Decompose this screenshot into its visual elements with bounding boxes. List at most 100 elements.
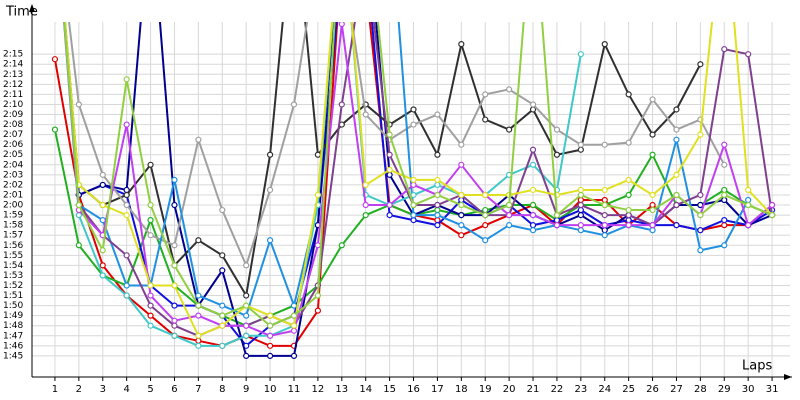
- data-point: [697, 191, 704, 199]
- data-point: [482, 206, 489, 214]
- data-point: [506, 201, 513, 209]
- data-point: [266, 151, 274, 158]
- y-tick-label: 1:59: [3, 211, 23, 221]
- data-point: [147, 302, 154, 309]
- data-point: [147, 232, 154, 239]
- data-point: [195, 342, 202, 349]
- data-point: [123, 121, 130, 128]
- data-point: [625, 206, 632, 214]
- data-point: [649, 96, 656, 103]
- data-point: [458, 41, 465, 48]
- data-point: [219, 322, 226, 329]
- data-point: [386, 166, 393, 173]
- data-point: [434, 206, 441, 214]
- data-point: [123, 282, 130, 289]
- data-point: [673, 191, 680, 199]
- data-point: [386, 201, 393, 209]
- data-point: [195, 332, 202, 339]
- y-tick-label: 2:12: [3, 80, 23, 90]
- data-point: [529, 146, 537, 153]
- data-point: [649, 201, 656, 209]
- data-point: [290, 101, 298, 108]
- x-tick-label: 29: [718, 384, 731, 395]
- y-tick-label: 2:07: [3, 130, 23, 140]
- data-point: [410, 201, 417, 209]
- y-tick-label: 1:50: [3, 301, 23, 311]
- x-tick-label: 3: [100, 384, 106, 395]
- series-line: [64, 22, 702, 299]
- y-tick-label: 1:49: [3, 311, 23, 321]
- data-point: [195, 136, 202, 143]
- data-point: [625, 222, 632, 229]
- data-point: [171, 262, 178, 269]
- data-point: [410, 106, 417, 113]
- data-point: [553, 126, 561, 133]
- data-point: [266, 237, 274, 244]
- data-point: [123, 252, 130, 259]
- y-tick-label: 2:04: [3, 160, 23, 170]
- data-point: [99, 262, 106, 269]
- data-point: [290, 312, 298, 319]
- data-point: [649, 222, 656, 229]
- data-point: [601, 232, 608, 239]
- data-point: [458, 161, 465, 168]
- data-point: [458, 196, 465, 204]
- data-point: [721, 186, 728, 194]
- y-tick-label: 2:05: [3, 150, 23, 160]
- x-tick-label: 26: [646, 384, 659, 395]
- data-point: [219, 267, 226, 274]
- y-tick-label: 1:56: [3, 241, 23, 251]
- x-tick-label: 6: [171, 384, 177, 395]
- y-tick-label: 1:52: [3, 281, 23, 291]
- data-point: [75, 201, 82, 209]
- x-tick-label: 12: [312, 384, 325, 395]
- data-point: [553, 217, 561, 224]
- x-tick-label: 15: [383, 384, 396, 395]
- data-point: [219, 302, 226, 309]
- data-point: [625, 217, 632, 224]
- data-point: [243, 302, 250, 309]
- data-point: [745, 51, 752, 58]
- data-point: [649, 151, 656, 158]
- data-point: [386, 211, 393, 219]
- data-point: [649, 227, 656, 234]
- y-tick-label: 1:46: [3, 341, 23, 351]
- y-tick-label: 2:03: [3, 170, 23, 180]
- data-point: [386, 131, 393, 138]
- x-tick-label: 18: [455, 384, 468, 395]
- series-line: [63, 22, 750, 318]
- data-point: [75, 101, 82, 108]
- data-point: [434, 181, 441, 189]
- data-point: [529, 201, 537, 209]
- y-tick-label: 1:54: [3, 261, 23, 271]
- y-tick-label: 2:02: [3, 180, 23, 190]
- data-point: [577, 196, 584, 204]
- data-point: [99, 181, 106, 189]
- x-tick-label: 4: [123, 384, 129, 395]
- data-point: [410, 191, 417, 199]
- data-point: [768, 211, 776, 219]
- y-tick-label: 2:11: [3, 90, 23, 100]
- plot-area: [51, 22, 776, 359]
- data-point: [123, 211, 130, 219]
- y-tick-label: 2:06: [3, 140, 23, 150]
- data-point: [362, 111, 369, 118]
- x-tick-label: 5: [147, 384, 153, 395]
- data-point: [673, 126, 680, 133]
- data-point: [123, 201, 130, 209]
- data-point: [649, 206, 656, 214]
- data-point: [577, 201, 584, 209]
- data-point: [506, 211, 513, 219]
- data-point: [99, 217, 106, 224]
- data-point: [314, 151, 321, 158]
- x-tick-label: 20: [503, 384, 516, 395]
- data-point: [314, 191, 321, 199]
- y-tick-label: 2:10: [3, 100, 23, 110]
- data-point: [649, 191, 656, 199]
- data-point: [434, 151, 441, 158]
- data-point: [673, 106, 680, 113]
- data-point: [410, 211, 417, 219]
- x-tick-label: 28: [694, 384, 707, 395]
- y-tick-label: 1:58: [3, 221, 23, 231]
- y-tick-label: 2:13: [3, 70, 23, 80]
